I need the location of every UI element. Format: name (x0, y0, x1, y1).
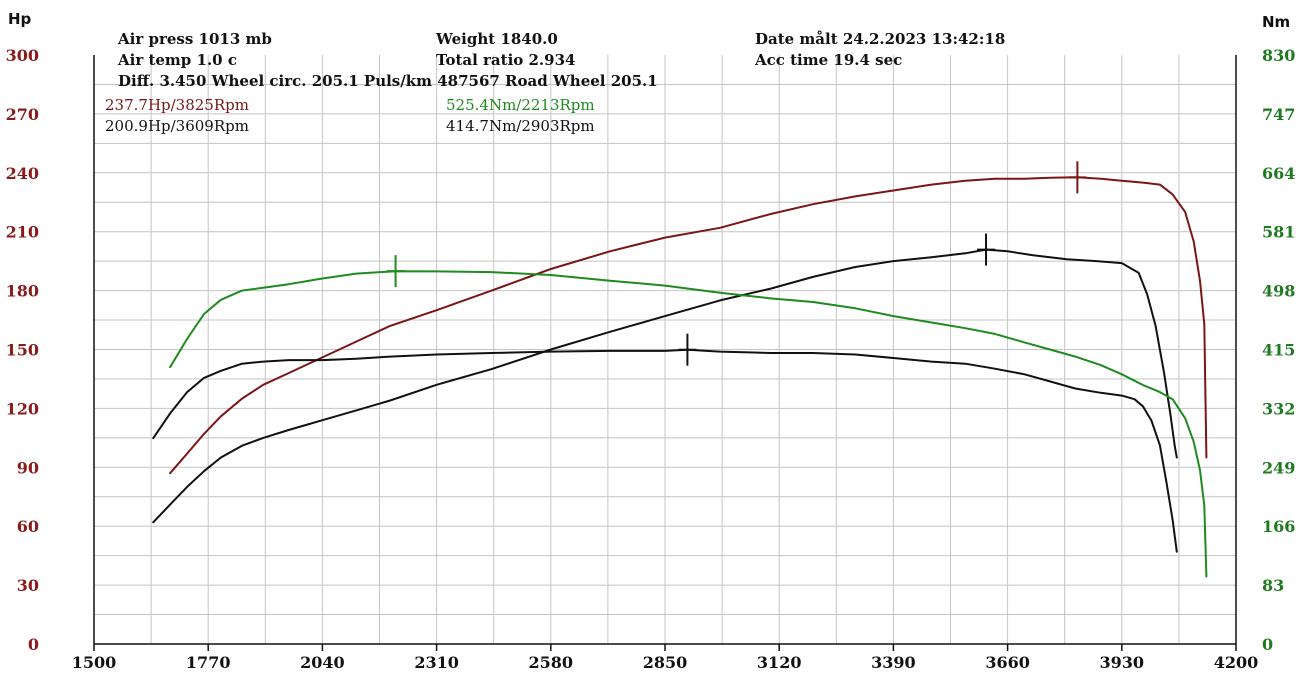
total-ratio-label: Total ratio 2.934 (436, 51, 576, 69)
y-left-tick-label: 300 (6, 46, 39, 65)
y-right-tick-label: 415 (1262, 341, 1295, 360)
axis-layer (93, 55, 1237, 651)
y-right-tick-label: 249 (1262, 458, 1295, 477)
air-press-label: Air press 1013 mb (118, 30, 272, 48)
y-left-tick-label: 120 (6, 399, 39, 418)
x-tick-label: 1770 (186, 653, 231, 672)
y-right-tick-label: 581 (1262, 223, 1295, 242)
x-tick-label: 2580 (529, 653, 574, 672)
y-right-tick-label: 747 (1262, 105, 1295, 124)
x-tick-label: 4200 (1214, 653, 1259, 672)
right-axis-title: Nm (1262, 13, 1291, 31)
series-line-0 (169, 176, 1208, 475)
y-left-tick-label: 30 (17, 576, 39, 595)
y-left-tick-label: 270 (6, 105, 39, 124)
date-label: Date målt 24.2.2023 13:42:18 (755, 30, 1006, 48)
x-tick-label: 2310 (414, 653, 459, 672)
tick-layer: 1500 1770 2040 2310 2580 2850 3120 3390 3660 3930… (6, 46, 1296, 672)
diff-line-label: Diff. 3.450 Wheel circ. 205.1 Puls/km 48… (118, 72, 658, 90)
series-line-1 (152, 248, 1178, 524)
x-tick-label: 3660 (985, 653, 1030, 672)
y-left-tick-label: 210 (6, 223, 39, 242)
peak-hp-stock-label: 200.9Hp/3609Rpm (105, 117, 249, 135)
peak-nm-modified-label: 525.4Nm/2213Rpm (446, 96, 595, 114)
x-tick-label: 3930 (1100, 653, 1145, 672)
weight-label: Weight 1840.0 (436, 30, 558, 48)
y-left-tick-label: 150 (6, 341, 39, 360)
series-layer (152, 176, 1208, 578)
grid-layer (94, 55, 1236, 644)
x-tick-label: 2850 (643, 653, 688, 672)
x-tick-label: 1500 (72, 653, 117, 672)
y-right-tick-label: 498 (1262, 282, 1295, 301)
y-right-tick-label: 332 (1262, 399, 1295, 418)
x-tick-label: 2040 (300, 653, 345, 672)
series-line-2 (152, 348, 1178, 553)
y-left-tick-label: 240 (6, 164, 39, 183)
y-left-tick-label: 90 (17, 458, 39, 477)
y-left-tick-label: 180 (6, 282, 39, 301)
y-right-tick-label: 83 (1262, 576, 1284, 595)
left-axis-title: Hp (8, 10, 32, 28)
y-left-tick-label: 0 (28, 635, 39, 654)
y-right-tick-label: 664 (1262, 164, 1295, 183)
x-tick-label: 3390 (871, 653, 916, 672)
y-right-tick-label: 0 (1262, 635, 1273, 654)
y-left-tick-label: 60 (17, 517, 39, 536)
peak-hp-modified-label: 237.7Hp/3825Rpm (105, 96, 249, 114)
acc-time-label: Acc time 19.4 sec (755, 51, 903, 69)
peak-nm-stock-label: 414.7Nm/2903Rpm (446, 117, 595, 135)
marker-layer (386, 161, 1087, 366)
air-temp-label: Air temp 1.0 c (118, 51, 237, 69)
y-right-tick-label: 166 (1262, 517, 1295, 536)
x-tick-label: 3120 (757, 653, 802, 672)
series-line-3 (169, 270, 1208, 578)
y-right-tick-label: 830 (1262, 46, 1295, 65)
